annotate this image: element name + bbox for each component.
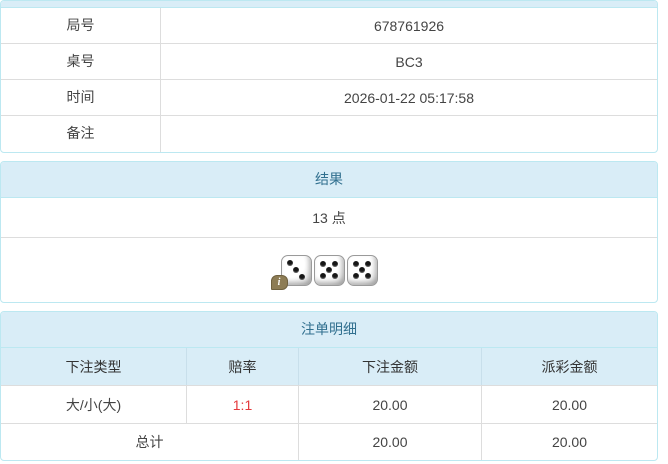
col-header-odds: 赔率 xyxy=(187,348,299,385)
die-pip xyxy=(299,273,306,280)
dice-group: i xyxy=(270,254,378,290)
die-pip xyxy=(332,260,339,267)
bets-header-row: 下注类型 赔率 下注金额 派彩金额 xyxy=(1,348,657,386)
bet-type-value: 大/小(大) xyxy=(1,386,187,423)
total-payout: 20.00 xyxy=(551,434,588,450)
round-id-value: 678761926 xyxy=(373,17,445,34)
die-pip xyxy=(326,267,332,273)
die-pip xyxy=(332,273,339,280)
die-pip xyxy=(293,267,299,273)
payout-value: 20.00 xyxy=(551,396,588,413)
total-bet-amount: 20.00 xyxy=(299,424,482,460)
odds-value: 1:1 xyxy=(187,386,299,423)
result-panel-title: 结果 xyxy=(1,162,657,198)
bet-details-title: 注单明细 xyxy=(1,312,657,348)
time-value: 2026-01-22 05:17:58 xyxy=(344,89,474,106)
col-header-bet-type: 下注类型 xyxy=(1,348,187,385)
die-pip xyxy=(319,260,326,267)
table-id-label: 桌号 xyxy=(1,44,161,79)
result-points: 13 点 xyxy=(1,198,657,238)
round-id-label: 局号 xyxy=(1,8,161,43)
die-pip xyxy=(319,273,326,280)
die-face-5 xyxy=(313,254,345,286)
bet-details-panel: 注单明细 下注类型 赔率 下注金额 派彩金额 大/小(大) 1:1 20.00 … xyxy=(0,311,658,461)
col-header-payout: 派彩金额 xyxy=(541,358,598,375)
totals-row: 总计 20.00 20.00 xyxy=(1,424,657,460)
die-face-5 xyxy=(346,254,378,286)
game-info-panel: 局号 678761926 桌号 BC3 时间 2026-01-22 05:17:… xyxy=(0,0,658,153)
dice-row: i xyxy=(1,238,657,302)
game-info-panel-heading xyxy=(1,1,657,8)
col-header-bet-amount: 下注金额 xyxy=(299,348,482,385)
table-row: 大/小(大) 1:1 20.00 20.00 xyxy=(1,386,657,424)
bet-amount-value: 20.00 xyxy=(299,386,482,423)
die-pip xyxy=(352,260,359,267)
info-tooltip-icon[interactable]: i xyxy=(270,274,288,290)
die-pip xyxy=(365,260,372,267)
time-label: 时间 xyxy=(1,80,161,115)
result-panel: 结果 13 点 i xyxy=(0,161,658,303)
table-row: 备注 xyxy=(1,116,657,152)
die-pip xyxy=(352,273,359,280)
remark-label: 备注 xyxy=(1,116,161,152)
bet-detail-page: 局号 678761926 桌号 BC3 时间 2026-01-22 05:17:… xyxy=(0,0,658,461)
die-pip xyxy=(286,260,293,267)
die-pip xyxy=(359,267,365,273)
table-row: 桌号 BC3 xyxy=(1,44,657,80)
total-label: 总计 xyxy=(1,424,299,460)
die-pip xyxy=(365,273,372,280)
table-row: 局号 678761926 xyxy=(1,8,657,44)
game-info-table: 局号 678761926 桌号 BC3 时间 2026-01-22 05:17:… xyxy=(1,8,657,152)
table-row: 时间 2026-01-22 05:17:58 xyxy=(1,80,657,116)
table-id-value: BC3 xyxy=(395,53,423,70)
